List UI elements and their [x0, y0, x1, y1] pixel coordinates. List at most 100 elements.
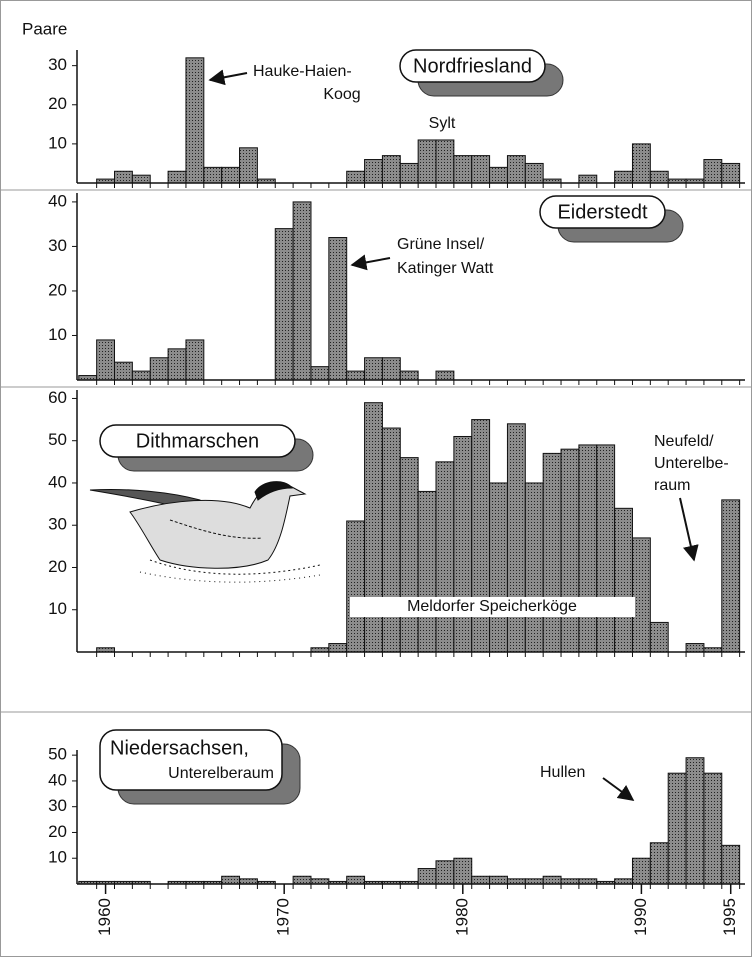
annotation: Hullen: [540, 764, 585, 781]
bar: [204, 167, 222, 183]
bar: [490, 876, 508, 884]
bar: [525, 163, 543, 183]
bar: [347, 171, 365, 183]
y-tick-label: 30: [48, 515, 67, 534]
annotation: Hauke-Haien-: [253, 63, 352, 80]
bar: [722, 163, 740, 183]
bar: [507, 156, 525, 183]
bar: [454, 858, 472, 884]
annotation-arrow: [680, 498, 694, 560]
bar: [507, 424, 525, 652]
bar: [382, 428, 400, 652]
x-tick-label: 1970: [274, 898, 293, 936]
bar: [579, 175, 597, 183]
bar: [186, 58, 204, 183]
bar: [472, 156, 490, 183]
y-tick-label: 10: [48, 848, 67, 867]
panel-title: Nordfriesland: [413, 55, 532, 77]
y-tick-label: 30: [48, 55, 67, 74]
bar: [472, 420, 490, 652]
annotation: Neufeld/: [654, 433, 714, 450]
bar: [293, 876, 311, 884]
bar: [329, 238, 347, 380]
annotation: Grüne Insel/: [397, 236, 485, 253]
y-tick-label: 40: [48, 472, 67, 491]
bar: [668, 773, 686, 884]
bar: [132, 175, 150, 183]
panel-title: Dithmarschen: [136, 430, 259, 452]
bar: [490, 483, 508, 652]
panel-title: Niedersachsen,: [110, 737, 249, 759]
bar: [686, 644, 704, 652]
annotation: raum: [654, 477, 690, 494]
x-tick-label: 1960: [95, 898, 114, 936]
y-tick-label: 20: [48, 822, 67, 841]
bar: [115, 362, 133, 380]
bar: [311, 367, 329, 380]
bar: [418, 140, 436, 183]
bar: [347, 521, 365, 652]
annotation: Meldorfer Speicherköge: [407, 598, 577, 615]
bar: [293, 202, 311, 380]
bar: [311, 879, 329, 884]
bar: [115, 171, 133, 183]
y-tick-label: 20: [48, 94, 67, 113]
bird-illustration: [90, 482, 320, 583]
bar: [615, 879, 633, 884]
bar: [632, 144, 650, 183]
bar: [168, 349, 186, 380]
y-tick-label: 30: [48, 236, 67, 255]
bar: [97, 340, 115, 380]
bar: [650, 843, 668, 884]
bar: [436, 861, 454, 884]
x-tick-label: 1980: [452, 898, 471, 936]
bar: [436, 371, 454, 380]
bar: [436, 140, 454, 183]
bar: [615, 171, 633, 183]
y-tick-label: 20: [48, 557, 67, 576]
bar: [275, 229, 293, 380]
bar: [722, 500, 740, 652]
annotation-arrow: [210, 73, 247, 80]
bar: [704, 160, 722, 183]
bar: [543, 876, 561, 884]
bar: [507, 879, 525, 884]
x-tick-label: 1990: [631, 898, 650, 936]
bar: [400, 371, 418, 380]
bar: [347, 876, 365, 884]
bar: [365, 358, 383, 380]
bar: [382, 358, 400, 380]
bar: [561, 879, 579, 884]
bar: [418, 869, 436, 884]
annotation-arrow: [603, 778, 633, 800]
bar: [454, 436, 472, 652]
bar: [382, 156, 400, 183]
bar: [418, 491, 436, 652]
y-tick-label: 10: [48, 325, 67, 344]
bar: [132, 371, 150, 380]
bar: [454, 156, 472, 183]
y-tick-label: 40: [48, 191, 67, 210]
annotation: Unterelbe-: [654, 455, 729, 472]
bar: [168, 171, 186, 183]
bar: [597, 445, 615, 652]
annotation: Koog: [323, 86, 360, 103]
y-tick-label: 50: [48, 745, 67, 764]
y-tick-label: 10: [48, 133, 67, 152]
bar: [704, 773, 722, 884]
y-axis-label: Paare: [22, 19, 67, 38]
panel-title: Eiderstedt: [557, 201, 647, 223]
bar: [579, 445, 597, 652]
bar: [150, 358, 168, 380]
bar: [186, 340, 204, 380]
bar: [472, 876, 490, 884]
bar: [561, 449, 579, 652]
bar: [240, 148, 258, 183]
bar: [222, 167, 240, 183]
bar: [543, 453, 561, 652]
y-tick-label: 20: [48, 280, 67, 299]
x-tick-label: 1995: [720, 898, 739, 936]
bar: [686, 758, 704, 884]
bar: [365, 160, 383, 183]
y-tick-label: 40: [48, 770, 67, 789]
